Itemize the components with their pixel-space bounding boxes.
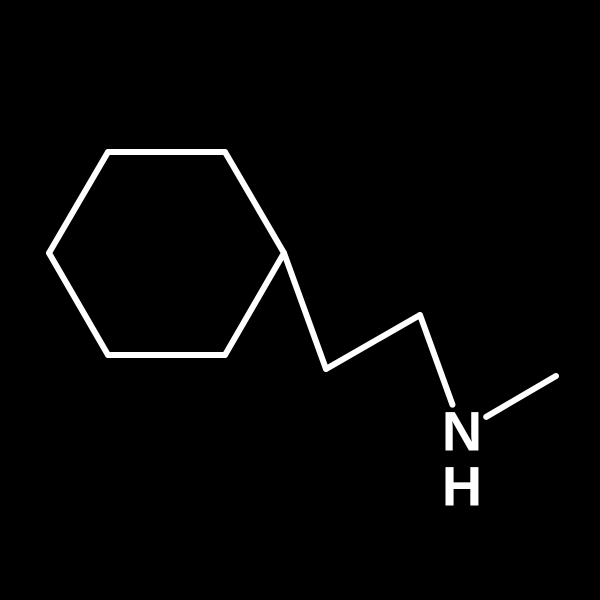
bond [486, 376, 556, 417]
bond [326, 315, 420, 369]
atom-label-N: N [442, 400, 482, 463]
bond [49, 152, 108, 253]
bond [420, 315, 452, 405]
bond [225, 152, 284, 253]
bond [225, 253, 284, 355]
molecule-diagram: NH [0, 0, 600, 600]
bond [284, 253, 326, 369]
bond [49, 253, 108, 355]
atom-label-H: H [442, 455, 482, 518]
